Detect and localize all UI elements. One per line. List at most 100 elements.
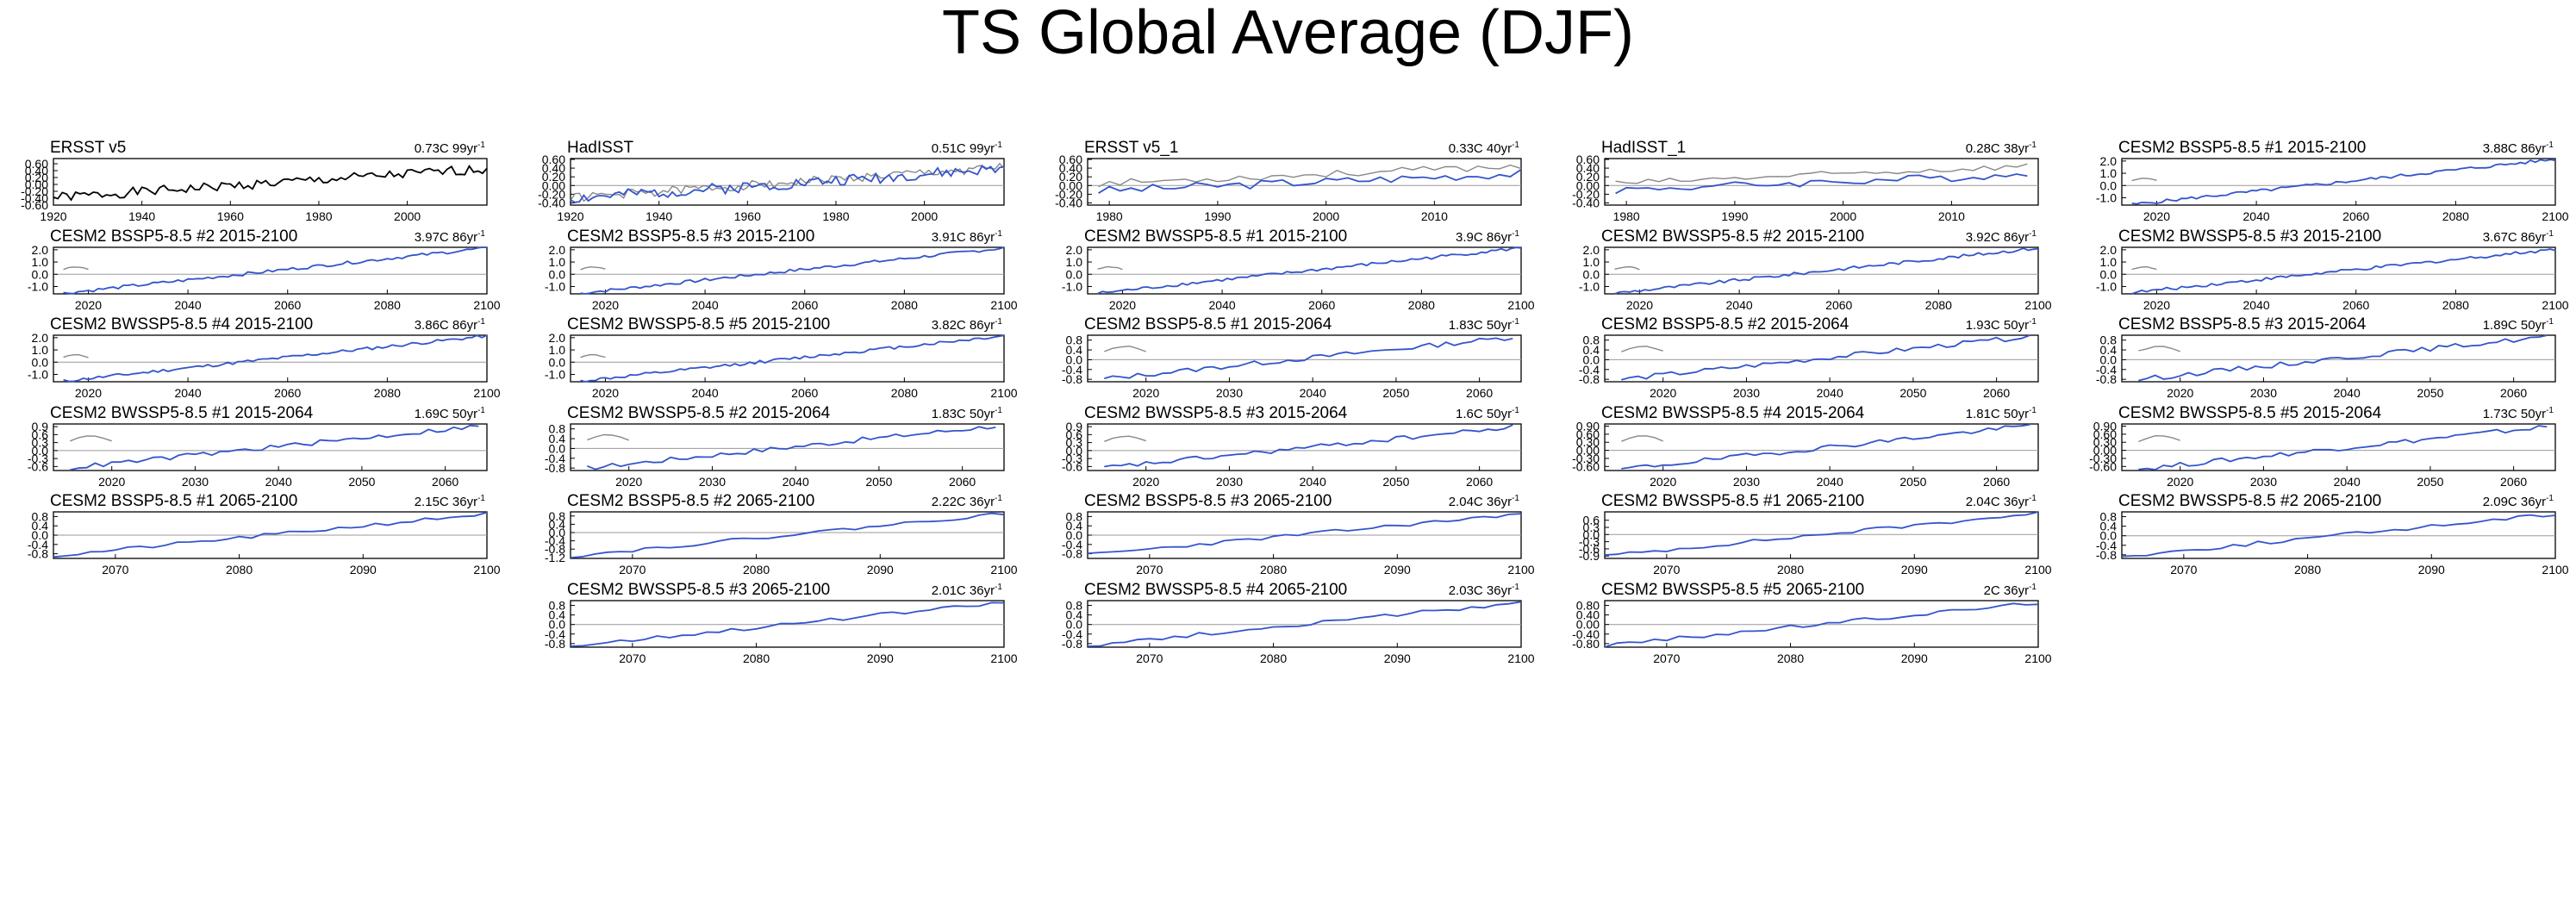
x-tick-label: 2020 <box>1132 386 1159 400</box>
panel-trend-label: 1.73C 50yr-1 <box>2483 406 2554 421</box>
y-tick-label: 0.8 <box>32 509 49 523</box>
x-tick-label: 2040 <box>265 475 292 489</box>
panel-frame <box>1087 600 1522 648</box>
series-line <box>570 165 1005 203</box>
y-tick-label: 0.20 <box>1059 170 1082 184</box>
panel-6: CESM2 BSSP5-8.5 #2 2015-2100 3.97C 86yr-1… <box>28 228 501 312</box>
x-tick-label: 2020 <box>1109 298 1136 312</box>
series-line <box>570 512 1005 558</box>
panel-trend-label: 1.83C 50yr-1 <box>1449 317 1520 333</box>
reference-series-line <box>1104 435 1146 442</box>
x-tick-label: 2060 <box>791 298 818 312</box>
x-tick-label: 2060 <box>791 386 818 400</box>
series-line <box>1098 168 1522 194</box>
panel-frame <box>1604 600 2039 648</box>
panel-frame <box>570 158 1005 206</box>
x-tick-label: 2090 <box>867 563 894 577</box>
x-tick-label: 1940 <box>128 209 155 223</box>
y-tick-label: 0.00 <box>2093 444 2117 458</box>
y-tick-label: 0.60 <box>1576 427 1600 441</box>
x-tick-label: 2060 <box>274 386 301 400</box>
panel-trend-label: 3.9C 86yr-1 <box>1456 229 1519 245</box>
x-tick-label: 2090 <box>1384 651 1411 665</box>
panel-frame <box>1604 423 2039 471</box>
y-tick-label: 0.4 <box>2100 343 2118 357</box>
y-tick-label: 0.00 <box>1576 618 1600 632</box>
x-tick-label: 2100 <box>2024 651 2051 665</box>
x-tick-label: 2040 <box>2334 475 2361 489</box>
reference-series-line <box>2131 178 2157 182</box>
y-tick-label: -0.80 <box>1572 637 1600 651</box>
x-tick-label: 2060 <box>949 475 976 489</box>
x-tick-label: 2080 <box>1777 651 1804 665</box>
x-tick-label: 2040 <box>1300 386 1326 400</box>
reference-series-line <box>2138 434 2180 443</box>
panel-frame <box>1604 246 2039 295</box>
y-tick-label: -1.0 <box>28 367 48 381</box>
y-tick-label: 0.0 <box>1583 267 1600 281</box>
panel-title: CESM2 BSSP5-8.5 #1 2015-2100 <box>2118 139 2366 157</box>
series-line <box>1621 423 2030 470</box>
x-tick-label: 2030 <box>182 475 209 489</box>
y-tick-label: 0.90 <box>2093 419 2117 433</box>
panel-frame <box>2121 511 2556 559</box>
figure-title: TS Global Average (DJF) <box>942 0 1634 67</box>
panel-frame <box>2121 334 2556 383</box>
panel-trend-label: 0.33C 40yr-1 <box>1449 140 1520 156</box>
panel-24: CESM2 BWSSP5-8.5 #1 2065-2100 2.04C 36yr-… <box>1579 492 2052 577</box>
y-tick-label: -1.0 <box>545 367 565 381</box>
x-tick-label: 1920 <box>557 209 583 223</box>
panel-title: ERSST v5_1 <box>1084 139 1178 157</box>
y-tick-label: -1.0 <box>2096 190 2117 204</box>
panel-title: CESM2 BWSSP5-8.5 #5 2015-2064 <box>2118 404 2382 422</box>
y-tick-label: 2.0 <box>549 331 566 345</box>
y-tick-label: 0.40 <box>542 161 565 175</box>
series-line <box>70 424 479 471</box>
x-tick-label: 2040 <box>1817 475 1843 489</box>
y-tick-label: 0.00 <box>1576 178 1600 192</box>
x-tick-label: 2100 <box>990 563 1017 577</box>
y-tick-label: 0.0 <box>32 528 49 542</box>
x-tick-label: 1980 <box>1613 209 1640 223</box>
y-tick-label: -0.4 <box>2096 539 2117 552</box>
panel-frame <box>2121 423 2556 471</box>
panel-title: CESM2 BWSSP5-8.5 #3 2065-2100 <box>567 581 830 599</box>
panel-trend-label: 2.01C 36yr-1 <box>932 583 1003 598</box>
y-tick-label: -0.8 <box>28 547 48 561</box>
x-tick-label: 1960 <box>217 209 244 223</box>
panel-2: HadISST 0.51C 99yr-1 0.600.400.200.00-0.20… <box>538 139 1005 223</box>
y-tick-label: 1.0 <box>549 343 566 357</box>
x-tick-label: 2040 <box>175 386 202 400</box>
x-tick-label: 1960 <box>734 209 761 223</box>
panel-frame <box>53 246 488 295</box>
reference-series-line <box>2138 346 2180 352</box>
y-tick-label: 1.0 <box>549 255 566 269</box>
reference-series-line <box>1615 163 2028 184</box>
series-line <box>586 426 996 471</box>
series-line <box>1621 334 2030 381</box>
panel-trend-label: 3.92C 86yr-1 <box>1966 229 2037 245</box>
y-tick-label: 0.9 <box>1066 420 1083 433</box>
panel-1: ERSST v5 0.73C 99yr-1 0.600.400.200.00-0.2… <box>21 139 488 223</box>
panel-title: CESM2 BSSP5-8.5 #2 2065-2100 <box>567 492 814 510</box>
y-tick-label: -0.8 <box>2096 372 2117 386</box>
panel-20: CESM2 BWSSP5-8.5 #5 2015-2064 1.73C 50yr-… <box>2089 404 2556 489</box>
panel-title: CESM2 BWSSP5-8.5 #2 2015-2100 <box>1601 228 1864 246</box>
panel-trend-label: 2.03C 36yr-1 <box>1449 583 1520 598</box>
panel-trend-label: 3.91C 86yr-1 <box>932 229 1003 245</box>
y-tick-label: 0.8 <box>2100 333 2118 347</box>
x-tick-label: 2100 <box>990 298 1017 312</box>
y-tick-label: 0.40 <box>25 164 48 178</box>
panel-title: CESM2 BWSSP5-8.5 #1 2065-2100 <box>1601 492 1864 510</box>
x-tick-label: 2020 <box>75 298 102 312</box>
x-tick-label: 2040 <box>2243 298 2270 312</box>
x-tick-label: 2040 <box>1209 298 1236 312</box>
panel-13: CESM2 BSSP5-8.5 #1 2015-2064 1.83C 50yr-1… <box>1062 315 1522 400</box>
y-tick-label: 2.0 <box>2100 243 2118 257</box>
panel-14: CESM2 BSSP5-8.5 #2 2015-2064 1.93C 50yr-1… <box>1579 315 2039 400</box>
y-tick-label: -1.0 <box>2096 279 2117 293</box>
x-tick-label: 2080 <box>891 386 918 400</box>
y-tick-label: -0.4 <box>2096 363 2117 377</box>
y-tick-label: 0.8 <box>1066 333 1083 347</box>
